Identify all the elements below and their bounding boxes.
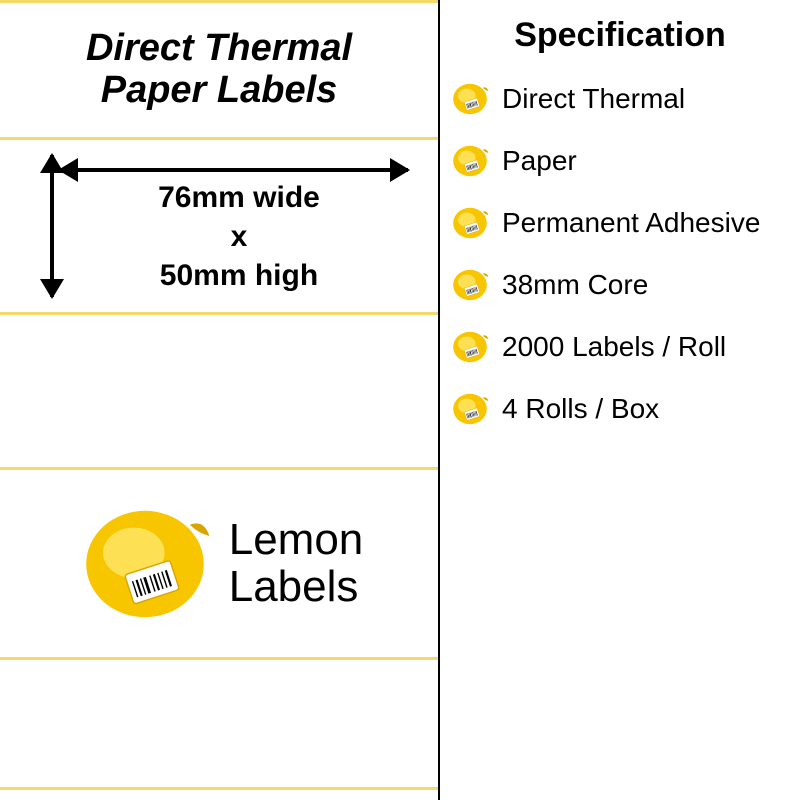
dimensions-text: 76mm wide x 50mm high	[158, 178, 320, 295]
label-roll-column: Direct Thermal Paper Labels 76mm wide x …	[0, 0, 440, 800]
product-title-line2: Paper Labels	[101, 69, 338, 111]
spec-item-text: 2000 Labels / Roll	[502, 331, 790, 363]
blank-label-bottom	[0, 660, 438, 790]
lemon-bullet-icon	[450, 203, 490, 243]
dimensions-label: 76mm wide x 50mm high	[0, 140, 438, 315]
spec-list: Direct Thermal Paper Permanent Adhesive …	[450, 79, 790, 429]
brand-text: Lemon Labels	[229, 517, 364, 609]
brand-line2: Labels	[229, 562, 359, 611]
brand-row: Lemon Labels	[75, 494, 364, 634]
dim-height: 50mm high	[160, 259, 318, 292]
spec-item-text: Paper	[502, 145, 790, 177]
height-arrow-icon	[50, 155, 54, 297]
spec-item: Direct Thermal	[450, 79, 790, 119]
spec-item-text: 4 Rolls / Box	[502, 393, 790, 425]
product-title-label: Direct Thermal Paper Labels	[0, 0, 438, 140]
spec-item-text: Permanent Adhesive	[502, 207, 790, 239]
spec-item-text: Direct Thermal	[502, 83, 790, 115]
spec-item-text: 38mm Core	[502, 269, 790, 301]
specification-column: Specification Direct Thermal Paper Perma…	[440, 0, 800, 800]
spec-item: 4 Rolls / Box	[450, 389, 790, 429]
lemon-bullet-icon	[450, 327, 490, 367]
lemon-logo-icon	[75, 494, 215, 634]
lemon-bullet-icon	[450, 141, 490, 181]
blank-label	[0, 315, 438, 470]
spec-item: Permanent Adhesive	[450, 203, 790, 243]
lemon-bullet-icon	[450, 79, 490, 119]
brand-line1: Lemon	[229, 515, 364, 564]
spec-item: 38mm Core	[450, 265, 790, 305]
dim-sep: x	[231, 220, 248, 253]
product-title-line1: Direct Thermal	[86, 27, 352, 69]
spec-item: 2000 Labels / Roll	[450, 327, 790, 367]
width-arrow-icon	[60, 168, 408, 172]
dim-width: 76mm wide	[158, 181, 320, 214]
lemon-bullet-icon	[450, 265, 490, 305]
spec-item: Paper	[450, 141, 790, 181]
brand-label: Lemon Labels	[0, 470, 438, 660]
product-title: Direct Thermal Paper Labels	[86, 28, 352, 112]
lemon-bullet-icon	[450, 389, 490, 429]
spec-heading: Specification	[450, 16, 790, 55]
